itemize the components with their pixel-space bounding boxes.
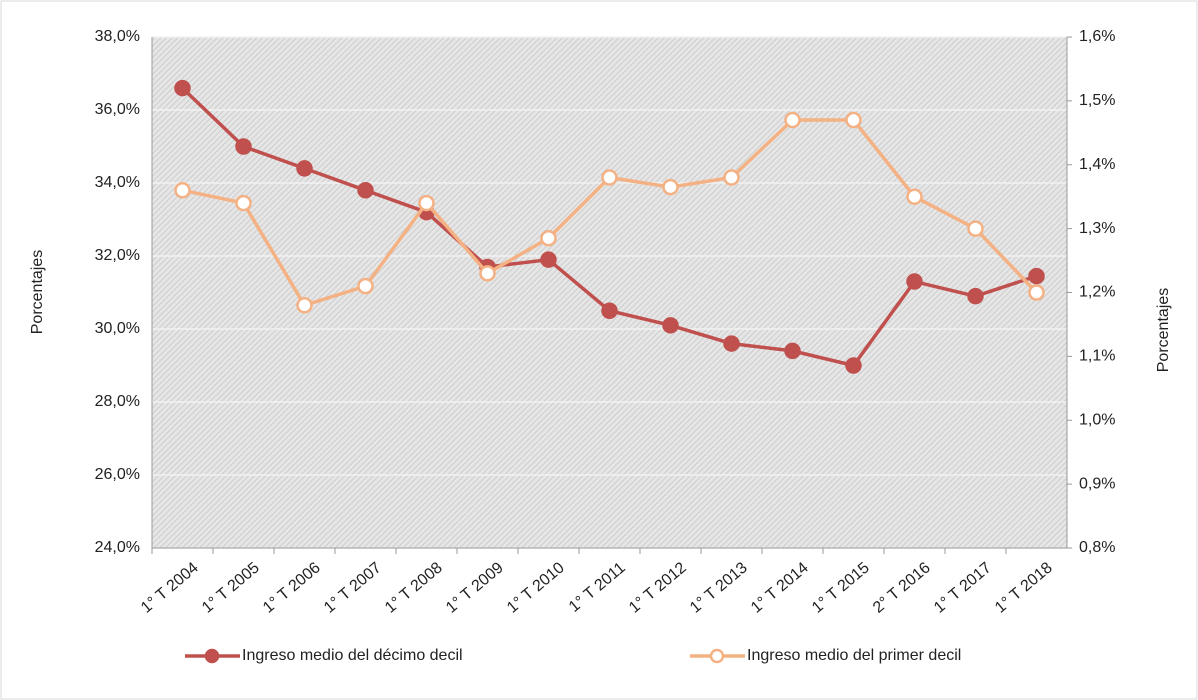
y-axis-label: Porcentajes <box>29 250 46 335</box>
data-point <box>540 229 557 247</box>
legend-label: Ingreso medio del primer decil <box>747 647 961 664</box>
data-point <box>235 194 252 212</box>
y2-axis-label: Porcentajes <box>1155 288 1172 373</box>
y2-tick-label: 1,3% <box>1079 220 1115 237</box>
data-point <box>418 194 435 212</box>
legend-marker <box>204 648 220 664</box>
data-point <box>174 79 191 97</box>
y2-tick-label: 1,0% <box>1079 411 1115 428</box>
y2-tick-label: 1,6% <box>1079 28 1115 45</box>
legend-marker <box>709 648 725 664</box>
data-point <box>296 160 313 177</box>
y-tick-label: 38,0% <box>95 28 140 45</box>
data-point <box>296 297 313 314</box>
y-tick-label: 28,0% <box>95 393 140 410</box>
legend-label: Ingreso medio del décimo decil <box>242 647 463 664</box>
data-point <box>906 188 923 205</box>
y-tick-label: 30,0% <box>95 320 140 337</box>
y-tick-label: 24,0% <box>95 539 140 556</box>
y-tick-label: 26,0% <box>95 466 140 483</box>
data-point <box>662 317 679 334</box>
data-point <box>723 335 740 352</box>
y2-tick-label: 0,9% <box>1079 475 1115 492</box>
data-point <box>601 169 618 186</box>
y2-tick-label: 1,4% <box>1079 156 1115 173</box>
data-point <box>479 265 496 282</box>
data-point <box>1028 284 1045 301</box>
data-point <box>357 182 374 199</box>
plot-area <box>152 37 1067 548</box>
data-point <box>601 302 618 319</box>
data-point <box>845 357 862 374</box>
data-point <box>723 169 740 186</box>
data-point <box>967 220 984 237</box>
data-point <box>1028 267 1045 285</box>
y2-tick-label: 0,8% <box>1079 539 1115 556</box>
data-point <box>845 111 862 129</box>
data-point <box>540 251 557 268</box>
data-point <box>784 111 801 129</box>
y2-tick-label: 1,2% <box>1079 284 1115 301</box>
y-tick-label: 34,0% <box>95 174 140 191</box>
y-tick-label: 32,0% <box>95 247 140 264</box>
data-point <box>235 138 252 155</box>
data-point <box>784 342 801 360</box>
y2-tick-label: 1,5% <box>1079 92 1115 109</box>
data-point <box>357 277 374 295</box>
y-tick-label: 36,0% <box>95 101 140 118</box>
data-point <box>662 178 679 196</box>
data-point <box>174 182 191 199</box>
data-point <box>906 273 923 290</box>
y2-tick-label: 1,1% <box>1079 348 1115 365</box>
data-point <box>967 287 984 305</box>
